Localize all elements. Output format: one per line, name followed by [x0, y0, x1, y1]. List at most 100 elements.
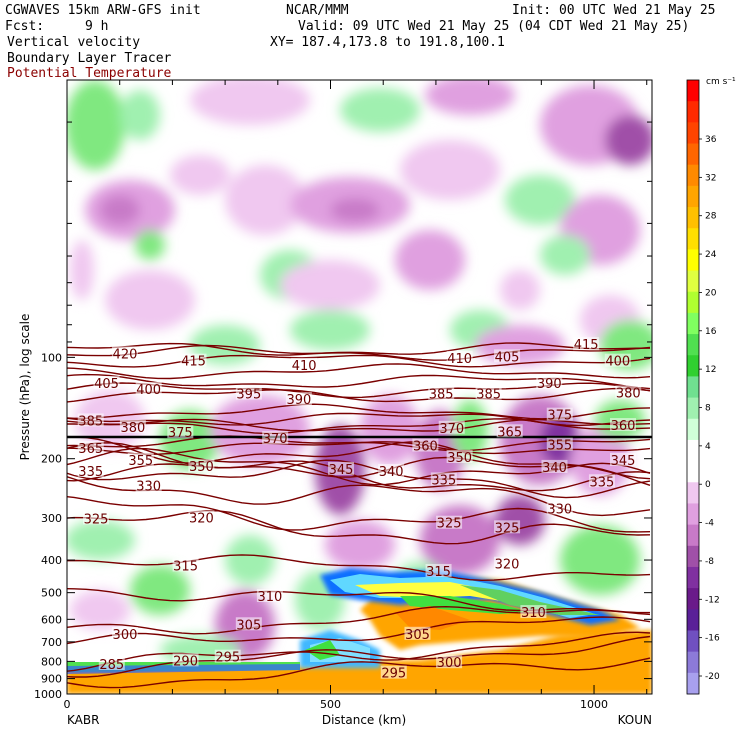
- theta-label-bg: [436, 655, 463, 669]
- theta-label: 285: [99, 658, 124, 673]
- theta-label-bg: [235, 617, 262, 631]
- theta-label-bg: [610, 418, 637, 432]
- theta-label-bg: [188, 510, 215, 524]
- theta-label-bg: [378, 463, 405, 477]
- theta-label-bg: [425, 563, 452, 577]
- theta-label-bg: [430, 472, 457, 486]
- field-potential-temperature: Potential Temperature: [7, 66, 172, 81]
- theta-label-bg: [82, 511, 109, 525]
- theta-contour-line: [67, 657, 651, 689]
- theta-label-bg: [180, 353, 207, 367]
- colorbar-label: -12: [705, 595, 720, 605]
- theta-label-bg: [404, 626, 431, 640]
- theta-label: 320: [189, 511, 214, 526]
- x-axis: 0 500 1000: [64, 80, 648, 711]
- theta-label-bg: [328, 461, 355, 475]
- theta-label-bg: [135, 381, 162, 395]
- valid-time: Valid: 09 UTC Wed 21 May 25 (04 CDT Wed …: [298, 19, 690, 34]
- y-tick-label: 400: [41, 554, 62, 567]
- colorbar-swatch: [687, 207, 699, 229]
- theta-label: 370: [439, 422, 464, 437]
- y-axis-label: Pressure (hPa), log scale: [18, 314, 32, 461]
- theta-label: 290: [173, 654, 198, 669]
- theta-label: 390: [286, 393, 311, 408]
- theta-label: 400: [136, 383, 161, 398]
- theta-label-bg: [428, 386, 455, 400]
- theta-label-bg: [494, 556, 521, 570]
- colorbar-swatch: [687, 143, 699, 166]
- colorbar-label: -8: [705, 557, 714, 567]
- theta-label-bg: [135, 478, 162, 492]
- colorbar-swatch: [687, 630, 699, 653]
- colorbar-label: 4: [705, 442, 711, 452]
- theta-contour-line: [67, 459, 651, 499]
- theta-label: 375: [168, 426, 193, 441]
- theta-label: 390: [537, 377, 562, 392]
- theta-label-bg: [119, 419, 146, 433]
- colorbar-swatch: [687, 482, 699, 504]
- theta-label-bg: [536, 376, 563, 390]
- colorbar-swatch: [687, 101, 699, 123]
- theta-label-bg: [438, 420, 465, 434]
- theta-label: 385: [429, 388, 454, 403]
- y-tick-label: 300: [41, 512, 62, 525]
- colorbar-swatch: [687, 185, 699, 208]
- colorbar-swatch: [687, 122, 699, 145]
- y-tick-label: 1000: [34, 688, 62, 701]
- theta-label-bg: [285, 392, 312, 406]
- colorbar-label: -16: [705, 634, 720, 644]
- theta-label: 380: [120, 421, 145, 436]
- theta-label: 300: [437, 656, 462, 671]
- colorbar-swatch: [687, 461, 699, 483]
- theta-label-bg: [546, 501, 573, 515]
- theta-label: 370: [263, 432, 288, 447]
- y-tick-label: 900: [41, 673, 62, 686]
- colorbar-swatch: [687, 312, 699, 335]
- colorbar-label: -20: [705, 672, 720, 682]
- theta-label-bg: [446, 350, 473, 364]
- field-vertical-velocity: Vertical velocity: [7, 35, 141, 50]
- theta-contour-line: [67, 509, 651, 545]
- colorbar-swatch: [687, 228, 699, 250]
- center-label: NCAR/MMM: [286, 3, 349, 18]
- theta-contour-line: [67, 587, 650, 614]
- theta-label-bg: [546, 437, 573, 451]
- colorbar-unit: cm s⁻¹: [706, 77, 736, 87]
- colorbar-label: 32: [705, 173, 716, 183]
- theta-label-bg: [436, 515, 463, 529]
- theta-label: 340: [542, 461, 567, 476]
- theta-label-bg: [98, 656, 125, 670]
- init-time: Init: 00 UTC Wed 21 May 25: [512, 3, 716, 18]
- theta-label: 360: [611, 419, 636, 434]
- colorbar-swatch: [687, 249, 699, 272]
- theta-label: 350: [447, 451, 472, 466]
- theta-label: 395: [236, 388, 261, 403]
- colorbar-swatch: [687, 566, 699, 589]
- upper-vv-cells: [67, 80, 652, 370]
- theta-label-bg: [412, 438, 439, 452]
- x-axis-label: Distance (km): [322, 713, 406, 727]
- colorbar-label: 24: [705, 250, 717, 260]
- theta-label-bg: [546, 407, 573, 421]
- plot-frame: [66, 79, 653, 695]
- theta-label-bg: [256, 588, 283, 602]
- colorbar-swatch: [687, 418, 699, 441]
- colorbar-label: -4: [705, 519, 714, 529]
- theta-label: 335: [431, 473, 456, 488]
- theta-label-bg: [615, 385, 642, 399]
- y-tick-label: 700: [41, 636, 62, 649]
- theta-contour-line: [67, 363, 651, 380]
- forecast-hour: 9 h: [85, 19, 109, 34]
- theta-label: 335: [590, 475, 615, 490]
- colorbar-label: 20: [705, 288, 717, 298]
- potential-temperature-labels: 420 415 410 410 405 415 400 405 400 395 390 385 385 3…: [77, 337, 642, 682]
- theta-label-bg: [77, 413, 104, 427]
- theta-label-bg: [262, 431, 289, 445]
- colorbar-swatch: [687, 164, 699, 187]
- theta-label: 300: [113, 628, 138, 643]
- theta-label-bg: [167, 425, 194, 439]
- colorbar-label: 28: [705, 212, 717, 222]
- theta-label: 355: [128, 454, 153, 469]
- theta-label: 320: [495, 558, 520, 573]
- cross-section-coords: XY= 187.4,173.8 to 191.8,100.1: [270, 35, 505, 50]
